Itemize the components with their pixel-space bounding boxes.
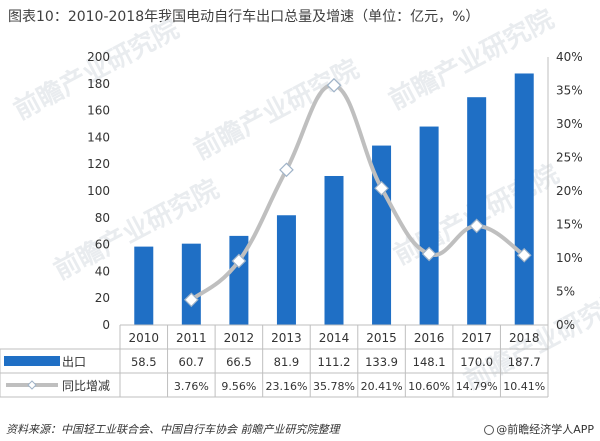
x-category-label: 2014 (319, 331, 350, 345)
line-point-marker (231, 253, 247, 269)
bar-value-cell: 66.5 (226, 355, 252, 369)
bar (229, 235, 249, 325)
growth-value-cell: 10.41% (503, 380, 545, 393)
legend-bar-label: 出口 (62, 355, 86, 369)
growth-value-cell: 9.56% (221, 380, 256, 393)
bar-value-cell: 170.0 (460, 355, 493, 369)
line-point-marker (421, 246, 437, 262)
growth-value-cell: 10.60% (408, 380, 450, 393)
y-left-tick-label: 160 (87, 104, 110, 118)
bar-value-cell: 148.1 (413, 355, 446, 369)
x-category-label: 2018 (509, 331, 540, 345)
growth-value-cell: 3.76% (174, 380, 209, 393)
x-category-label: 2011 (176, 331, 207, 345)
chart-title: 图表10：2010-2018年我国电动自行车出口总量及增速（单位：亿元，%） (8, 9, 480, 25)
y-right-tick-label: 15% (556, 218, 583, 232)
line-point-marker (279, 162, 294, 178)
y-right-tick-label: 35% (556, 84, 583, 98)
brand-label: @前瞻经济学人APP (484, 421, 594, 437)
legend-line-label: 同比增减 (62, 379, 110, 393)
line-point-marker (326, 77, 342, 93)
bar (514, 73, 534, 326)
bar (467, 97, 487, 325)
bar-value-cell: 187.7 (508, 355, 541, 369)
line-point-marker (516, 247, 532, 263)
x-category-label: 2013 (271, 331, 302, 345)
y-left-tick-label: 80 (95, 211, 110, 225)
x-category-label: 2010 (129, 331, 160, 345)
growth-value-cell: 14.79% (456, 380, 498, 393)
y-left-tick-label: 140 (87, 130, 110, 144)
x-category-label: 2017 (461, 331, 492, 345)
y-left-tick-label: 0 (102, 318, 110, 332)
bar (276, 215, 296, 325)
data-table: 2010 2011 2012 2013 2014 2015 2016 2017 2018 出口同比… (0, 324, 549, 398)
y-right-tick-label: 10% (556, 251, 583, 265)
y-left-tick-label: 40 (95, 264, 110, 278)
bar-value-cell: 81.9 (274, 355, 300, 369)
y-left-tick-label: 180 (87, 77, 110, 91)
line-point-marker (183, 292, 199, 308)
growth-value-cell: 20.41% (361, 380, 403, 393)
bar (181, 243, 201, 325)
y-right-tick-label: 5% (556, 285, 575, 299)
bar (134, 246, 154, 325)
y-right-tick-label: 30% (556, 117, 583, 131)
source-note: 资料来源：中国轻工业联合会、中国自行车协会 前瞻产业研究院整理 (6, 423, 340, 436)
bar (324, 175, 344, 325)
growth-value-cell: 23.16% (265, 380, 307, 393)
legend-line-marker (27, 380, 37, 390)
growth-value-cell: 35.78% (313, 380, 355, 393)
bar-value-cell: 58.5 (131, 355, 157, 369)
y-left-tick-label: 100 (87, 184, 110, 198)
y-right-tick-label: 25% (556, 151, 583, 165)
line-point-marker (374, 180, 389, 196)
y-left-tick-label: 60 (95, 238, 110, 252)
brand-icon (484, 425, 495, 435)
line-point-marker (469, 218, 485, 234)
y-left-tick-label: 20 (95, 291, 110, 305)
legend-bar-swatch (4, 356, 60, 366)
x-category-label: 2012 (224, 331, 255, 345)
y-right-tick-label: 20% (556, 184, 583, 198)
bar-value-cell: 60.7 (179, 355, 205, 369)
x-category-label: 2016 (414, 331, 445, 345)
bar (419, 126, 439, 326)
growth-line (189, 83, 527, 302)
brand-text: @前瞻经济学人APP (496, 423, 594, 436)
y-right-tick-label: 40% (556, 50, 583, 64)
bar-value-cell: 111.2 (318, 355, 351, 369)
axes: 0 20 40 60 80 100 120 140 160 180 200 0% 5% 10% 15% 20%… (87, 50, 583, 332)
x-category-label: 2015 (366, 331, 397, 345)
y-left-tick-label: 120 (87, 157, 110, 171)
y-right-tick-label: 0% (556, 318, 575, 332)
watermark-text: 前瞻产业研究院 (189, 53, 364, 166)
line-series (183, 77, 532, 308)
y-left-tick-label: 200 (87, 50, 110, 64)
bar-value-cell: 133.9 (365, 355, 398, 369)
